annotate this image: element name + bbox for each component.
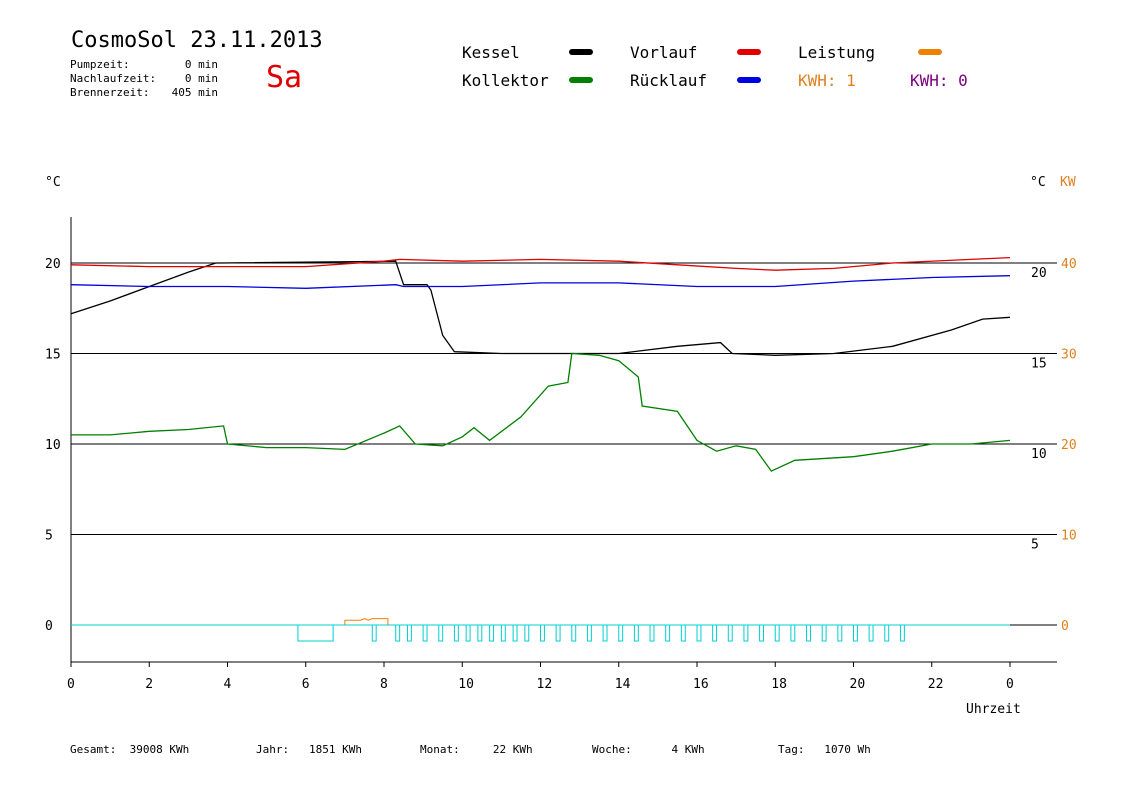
y-right-kw-tick-label: 30 [1061,348,1077,363]
y-tick-label: 10 [45,438,61,453]
series-line-vorlauf [70,256,1011,271]
pump-pulse [602,624,608,642]
footer-gesamt: Gesamt: 39008 KWh [70,743,190,756]
pump-pulse [727,624,733,642]
right-unit-c-label: °C [1030,175,1046,190]
y-tick-label: 0 [45,619,53,634]
pump-pulse [524,624,530,642]
x-tick-label: 10 [458,677,474,692]
pump-pulse [821,624,827,642]
pump-pulse [395,624,401,642]
pump-pulse [774,624,780,642]
y-right-kw-tick-label: 20 [1061,438,1077,453]
x-tick-label: 2 [145,677,153,692]
footer-tag: Tag: 1070 Wh [778,743,871,756]
pump-pulse [649,624,655,642]
pump-pulse [759,624,765,642]
pump-pulse [586,624,592,642]
x-tick-label: 4 [224,677,232,692]
pump-pulse [500,624,506,642]
pump-pulse [806,624,811,642]
pump-pulse [540,624,545,642]
footer-jahr: Jahr: 1851 KWh [256,743,362,756]
legend-label-kollektor: Kollektor [462,71,549,90]
series-line-kollektor [71,352,1011,472]
pump-pulse [512,624,518,642]
x-tick-label: 6 [302,677,310,692]
x-tick-label: 16 [693,677,709,692]
right-unit-kw-label: KW [1060,175,1076,190]
pump-pulse [453,624,459,642]
legend-label-leistung: Leistung [798,43,876,62]
weekday-label: Sa [266,60,303,95]
legend-label-ruecklauf: Rücklauf [630,71,708,90]
stat-nachlaufzeit-label: Nachlaufzeit: [70,72,157,85]
x-tick-label: 12 [537,677,553,692]
y-right-c-tick-label: 10 [1031,447,1047,462]
x-tick-label: 0 [1006,677,1014,692]
legend-label-vorlauf: Vorlauf [630,43,698,62]
pump-pulse [422,624,428,642]
pump-pulse [665,624,671,642]
y-tick-label: 20 [45,257,61,272]
pump-pulse [477,624,483,642]
series-line-kessel [70,260,1011,356]
stat-brennerzeit-value: 405 min [171,86,218,99]
footer-woche: Woche: 4 KWh [592,743,705,756]
x-axis-label: Uhrzeit [966,702,1021,717]
pump-pulse [297,624,334,642]
y-tick-label: 15 [45,348,61,363]
y-tick-label: 5 [45,529,53,544]
y-right-kw-tick-label: 0 [1061,619,1069,634]
stat-nachlaufzeit-value: 0 min [184,72,218,85]
pump-pulse [884,624,890,642]
pump-pulse [633,624,639,642]
y-right-kw-tick-label: 40 [1061,257,1077,272]
pump-pulse [712,624,718,642]
pump-pulse [406,624,412,642]
x-tick-label: 20 [850,677,866,692]
x-tick-label: 18 [771,677,787,692]
footer-monat: Monat: 22 KWh [420,743,533,756]
pump-pulse [465,624,471,642]
pump-pulse [438,624,444,642]
series-line-ruecklauf [70,275,1011,289]
kwh-purple-label: KWH: 0 [910,71,968,90]
x-tick-label: 22 [928,677,944,692]
y-right-kw-tick-label: 10 [1061,529,1077,544]
x-tick-label: 0 [67,677,75,692]
pump-pulse [899,624,905,642]
pump-pulse [696,624,702,642]
pump-pulse [555,624,561,642]
pump-pulse [837,624,843,642]
x-tick-label: 14 [615,677,631,692]
kwh-orange-label: KWH: 1 [798,71,856,90]
y-right-c-tick-label: 15 [1031,357,1047,372]
pump-pulse [853,624,858,642]
stat-brennerzeit-label: Brennerzeit: [70,86,150,99]
legend-label-kessel: Kessel [462,43,520,62]
y-right-c-tick-label: 5 [1031,538,1039,553]
pump-pulse [489,624,495,642]
pump-pulse [371,624,377,642]
pump-pulse [618,624,624,642]
x-tick-label: 8 [380,677,388,692]
pump-pulse [743,624,749,642]
stat-pumpzeit-label: Pumpzeit: [70,58,130,71]
stat-pumpzeit-value: 0 min [184,58,218,71]
leistung-line [344,618,389,625]
pump-pulse [790,624,796,642]
y-right-c-tick-label: 20 [1031,266,1047,281]
left-unit-label: °C [45,175,61,190]
page-title: CosmoSol 23.11.2013 [71,28,323,53]
pump-pulse [868,624,874,642]
pump-pulse [680,624,686,642]
pump-pulse [571,624,577,642]
